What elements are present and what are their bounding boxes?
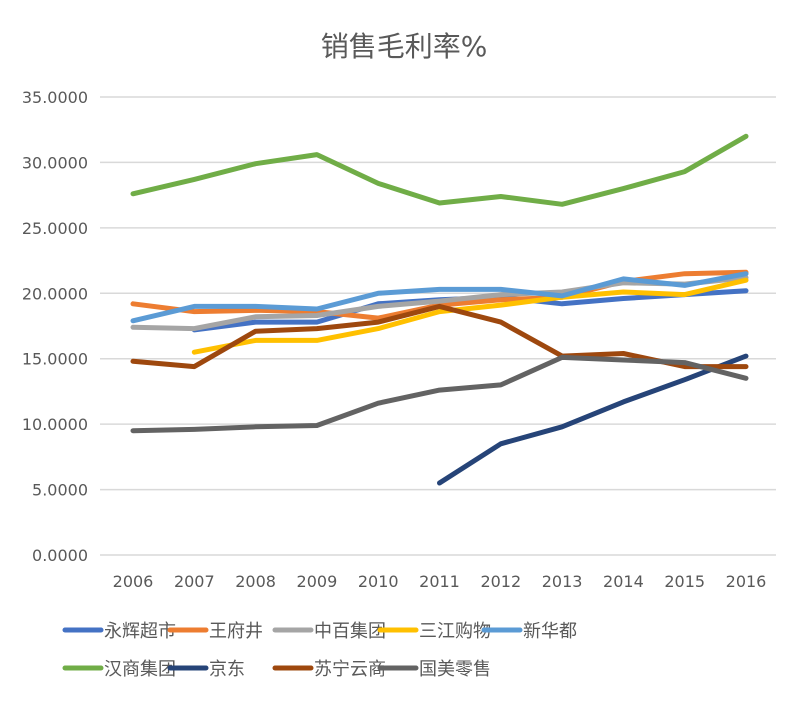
legend-item[interactable]: 王府井 <box>167 621 263 642</box>
series-line-8 <box>130 354 749 434</box>
y-tick-label: 15.0000 <box>22 350 88 369</box>
legend-label: 国美零售 <box>419 659 491 680</box>
x-tick-label: 2010 <box>358 572 399 591</box>
legend-item[interactable]: 国美零售 <box>377 659 491 680</box>
legend-item[interactable]: 新华都 <box>481 621 577 642</box>
x-tick-label: 2013 <box>542 572 583 591</box>
legend-label: 三江购物 <box>419 621 491 642</box>
series-line-5 <box>130 133 749 207</box>
x-tick-label: 2014 <box>603 572 644 591</box>
legend-item[interactable]: 中百集团 <box>272 621 386 642</box>
x-tick-label: 2008 <box>235 572 276 591</box>
y-tick-label: 35.0000 <box>22 88 88 107</box>
y-tick-label: 0.0000 <box>32 546 88 565</box>
legend-label: 王府井 <box>209 621 263 642</box>
series-lines <box>130 133 749 486</box>
x-tick-label: 2015 <box>664 572 705 591</box>
legend-label: 京东 <box>209 659 245 680</box>
legend-item[interactable]: 汉商集团 <box>62 659 176 680</box>
legend-item[interactable]: 永辉超市 <box>62 621 176 642</box>
series-line-6 <box>437 353 749 486</box>
series-line-2 <box>130 275 749 332</box>
x-tick-label: 2006 <box>113 572 154 591</box>
series-line-7 <box>130 303 749 370</box>
x-tick-label: 2012 <box>480 572 521 591</box>
legend-label: 苏宁云商 <box>314 659 386 680</box>
y-tick-label: 25.0000 <box>22 219 88 238</box>
legend-label: 永辉超市 <box>104 621 176 642</box>
series-line-4 <box>130 271 749 324</box>
y-tick-label: 20.0000 <box>22 284 88 303</box>
legend-label: 中百集团 <box>314 621 386 642</box>
legend-item[interactable]: 三江购物 <box>377 621 491 642</box>
x-axis-ticks: 2006 2007 2008 2009 2010 2011 2012 2013 2014 2015… <box>113 572 767 591</box>
x-tick-label: 2007 <box>174 572 215 591</box>
y-tick-label: 30.0000 <box>22 153 88 172</box>
legend-label: 汉商集团 <box>104 659 176 680</box>
y-tick-label: 5.0000 <box>32 481 88 500</box>
x-tick-label: 2009 <box>297 572 338 591</box>
x-tick-label: 2011 <box>419 572 460 591</box>
y-axis-ticks: 0.0000 5.0000 10.0000 15.0000 20.0000 25.0000… <box>22 88 88 565</box>
series-line-3 <box>191 277 749 355</box>
legend-item[interactable]: 苏宁云商 <box>272 659 386 680</box>
legend-item[interactable]: 京东 <box>167 659 245 680</box>
x-tick-label: 2016 <box>726 572 767 591</box>
y-tick-label: 10.0000 <box>22 415 88 434</box>
legend-label: 新华都 <box>523 621 577 642</box>
chart-title: 销售毛利率% <box>321 30 488 63</box>
